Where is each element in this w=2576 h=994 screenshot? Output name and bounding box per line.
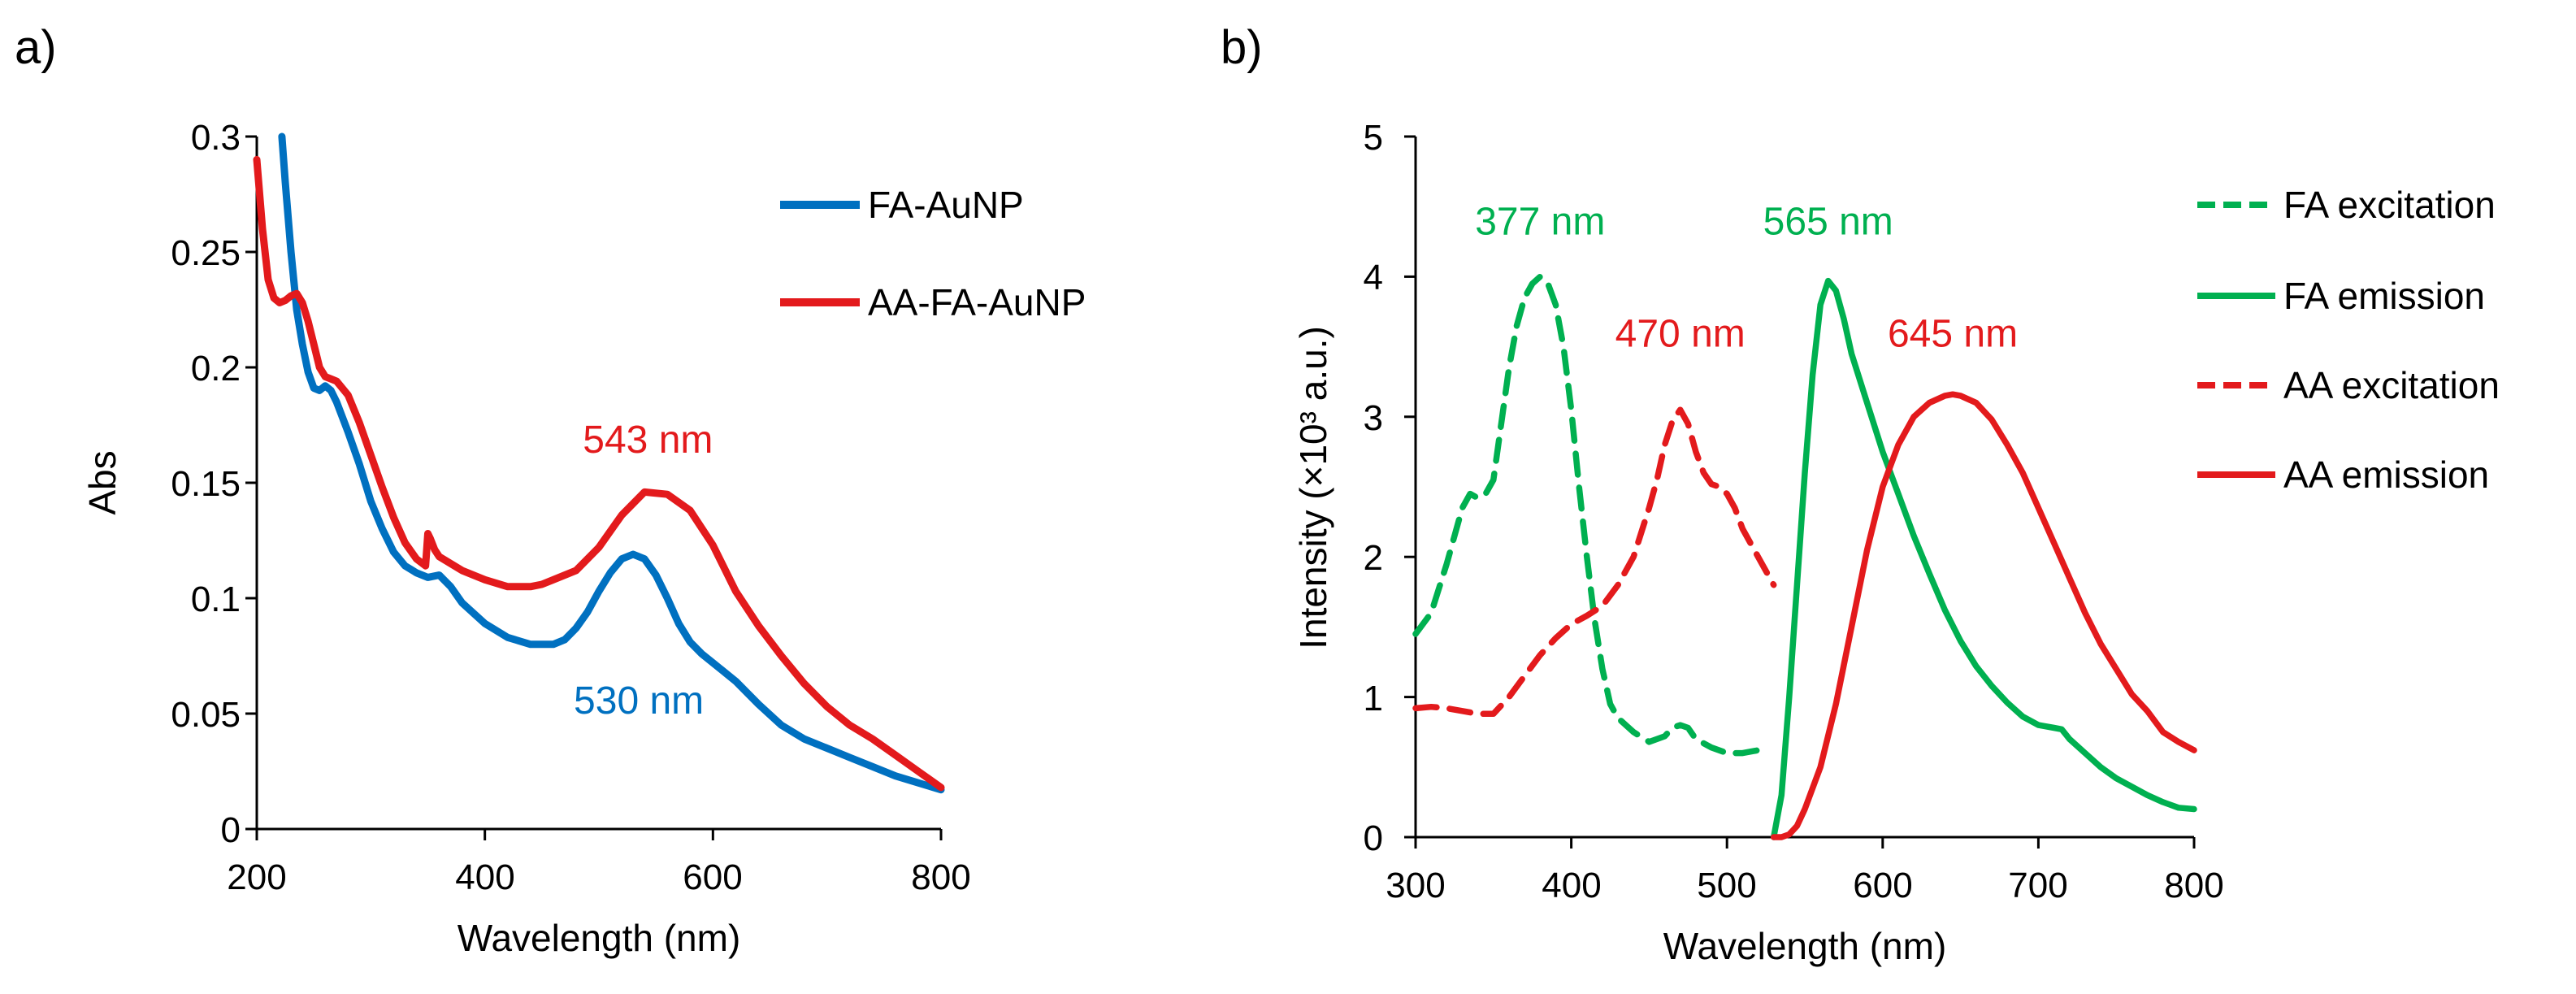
- legend-entry-fa-aunp: FA-AuNP: [780, 184, 1024, 226]
- panel-b-fluorescence-chart: b) 0 1 2 3 4 5 300 400 500 600 700 800 W…: [1221, 21, 2500, 967]
- legend-entry-fa-excitation: FA excitation: [2197, 184, 2496, 226]
- panel-a-label: a): [15, 21, 57, 74]
- y-tick-label: 0: [1364, 818, 1383, 858]
- series-line-aa-excitation: [1412, 406, 1777, 718]
- legend-label-fa-emission: FA emission: [2283, 275, 2485, 317]
- legend-label-fa-aunp: FA-AuNP: [868, 184, 1024, 226]
- x-tick-label: 700: [2008, 866, 2067, 905]
- panel-b-y-ticks: 0 1 2 3 4 5: [1364, 118, 1383, 858]
- annotation-565-nm: 565 nm: [1763, 201, 1893, 244]
- annotation-530-nm: 530 nm: [574, 679, 704, 723]
- legend-label-aa-excitation: AA excitation: [2283, 364, 2500, 406]
- panel-a-x-axis-title: Wavelength (nm): [458, 917, 741, 959]
- x-tick-label: 500: [1697, 866, 1756, 905]
- y-tick-label: 0.3: [191, 118, 241, 158]
- panel-b-legend: FA excitation FA emission AA excitation …: [2197, 184, 2500, 496]
- legend-label-aa-emission: AA emission: [2283, 454, 2489, 496]
- y-tick-label: 0.1: [191, 579, 241, 619]
- y-tick-label: 0.2: [191, 349, 241, 388]
- y-tick-label: 0: [221, 810, 241, 850]
- panel-b-x-axis-title: Wavelength (nm): [1663, 925, 1947, 967]
- annotation-377-nm: 377 nm: [1475, 201, 1605, 244]
- panel-a-x-ticks: 200 400 600 800: [227, 857, 970, 897]
- legend-entry-aa-emission: AA emission: [2197, 454, 2489, 496]
- panel-a-y-axis-title: Abs: [81, 450, 124, 514]
- panel-a-y-ticks: 0 0.05 0.1 0.15 0.2 0.25 0.3: [171, 118, 241, 850]
- y-tick-label: 0.05: [171, 695, 241, 735]
- series-line-fa-excitation: [1412, 273, 1769, 757]
- x-tick-label: 800: [2164, 866, 2223, 905]
- y-tick-label: 0.25: [171, 233, 241, 273]
- y-tick-label: 0.15: [171, 464, 241, 504]
- legend-label-fa-excitation: FA excitation: [2283, 184, 2496, 226]
- series-line-fa-emission: [1770, 277, 2197, 840]
- x-tick-label: 300: [1386, 866, 1445, 905]
- series-line-aa-fa-aunp: [253, 155, 945, 792]
- y-tick-label: 3: [1364, 398, 1383, 438]
- x-tick-label: 600: [683, 857, 742, 897]
- annotation-470-nm: 470 nm: [1615, 313, 1746, 356]
- series-line-aa-emission: [1770, 391, 2197, 840]
- series-line-fa-aunp: [278, 132, 945, 794]
- annotation-645-nm: 645 nm: [1888, 313, 2018, 356]
- legend-label-aa-fa-aunp: AA-FA-AuNP: [868, 281, 1086, 323]
- x-tick-label: 400: [1542, 866, 1601, 905]
- legend-entry-aa-fa-aunp: AA-FA-AuNP: [780, 281, 1086, 323]
- panel-a-absorbance-chart: a) 0 0.05 0.1 0.15 0.2 0.25 0.3 200 400 …: [15, 21, 1086, 959]
- y-tick-label: 1: [1364, 679, 1383, 718]
- panel-b-x-ticks: 300 400 500 600 700 800: [1386, 866, 2223, 905]
- y-tick-label: 2: [1364, 538, 1383, 578]
- y-tick-label: 4: [1364, 258, 1383, 297]
- panel-b-y-axis-title: Intensity (×10³ a.u.): [1292, 326, 1334, 649]
- y-tick-label: 5: [1364, 118, 1383, 158]
- x-tick-label: 200: [227, 857, 286, 897]
- panel-a-legend: FA-AuNP AA-FA-AuNP: [780, 184, 1086, 323]
- x-tick-label: 800: [911, 857, 970, 897]
- x-tick-label: 600: [1853, 866, 1912, 905]
- panel-b-label: b): [1221, 21, 1263, 74]
- annotation-543-nm: 543 nm: [583, 419, 713, 462]
- x-tick-label: 400: [455, 857, 514, 897]
- legend-entry-fa-emission: FA emission: [2197, 275, 2485, 317]
- legend-entry-aa-excitation: AA excitation: [2197, 364, 2500, 406]
